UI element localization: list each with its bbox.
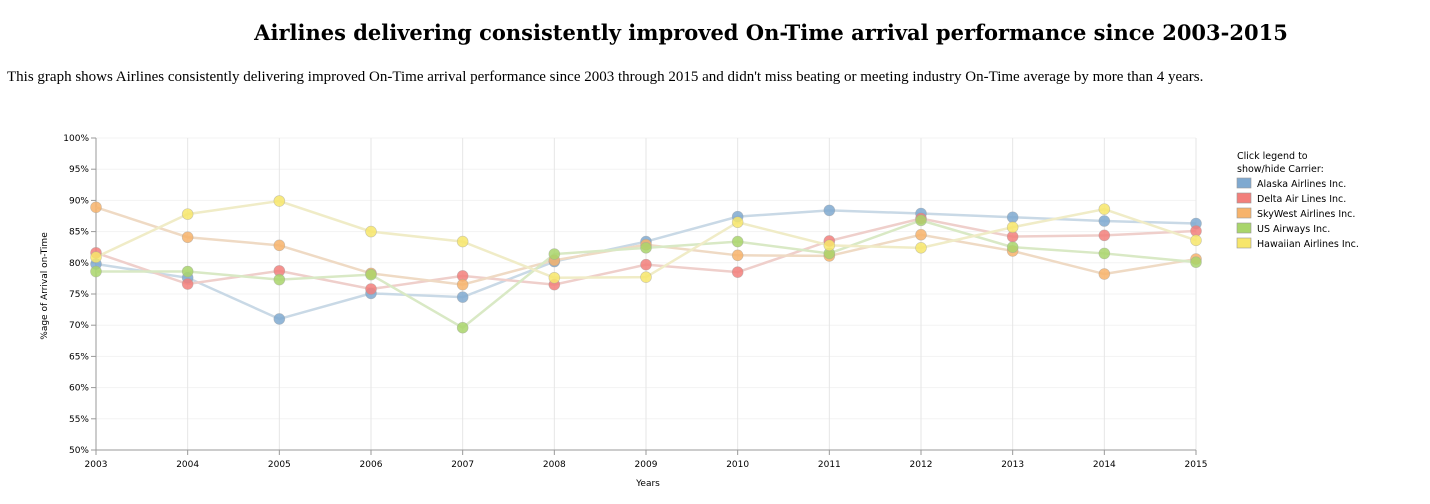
x-tick-label: 2005 — [268, 460, 291, 470]
legend-label[interactable]: US Airways Inc. — [1257, 224, 1330, 235]
data-point[interactable] — [90, 251, 102, 263]
legend-item-delta-air-lines-inc[interactable]: Delta Air Lines Inc. — [1236, 192, 1346, 205]
legend-swatch[interactable] — [1236, 207, 1252, 219]
data-point[interactable] — [365, 268, 377, 281]
data-point[interactable] — [1006, 241, 1019, 253]
data-point[interactable] — [731, 249, 744, 262]
y-axis: 50% 55% 60% 65% 70% 75% 80% 85% 90% 95% 100% — [63, 134, 97, 456]
data-point[interactable] — [273, 195, 286, 207]
legend-swatch[interactable] — [1236, 222, 1252, 234]
x-tick-label: 2011 — [818, 460, 841, 470]
x-tick-label: 2006 — [360, 460, 383, 470]
data-point[interactable] — [1098, 229, 1111, 242]
data-point[interactable] — [273, 313, 286, 325]
data-point[interactable] — [915, 214, 927, 227]
y-tick-label: 50% — [69, 446, 89, 456]
data-point[interactable] — [1190, 234, 1202, 247]
page-description: This graph shows Airlines consistently d… — [7, 69, 1204, 85]
data-point[interactable] — [1098, 268, 1111, 280]
y-tick-label: 55% — [69, 415, 89, 425]
data-point[interactable] — [365, 283, 377, 295]
data-point[interactable] — [181, 231, 194, 244]
series-points-us-airways-inc — [90, 214, 1202, 334]
data-point[interactable] — [1098, 247, 1111, 260]
page-title: Airlines delivering consistently improve… — [254, 20, 1288, 45]
data-point[interactable] — [915, 228, 927, 241]
legend-title-line2: show/hide Carrier: — [1237, 164, 1324, 175]
data-point[interactable] — [1098, 203, 1111, 215]
legend-item-us-airways-inc[interactable]: US Airways Inc. — [1236, 222, 1330, 235]
y-tick-label: 90% — [69, 196, 89, 206]
y-tick-label: 65% — [69, 352, 89, 362]
data-point[interactable] — [273, 273, 286, 286]
y-tick-label: 85% — [69, 228, 89, 238]
legend: Click legend to show/hide Carrier: Alask… — [1236, 151, 1359, 250]
x-tick-label: 2003 — [85, 460, 108, 470]
x-tick-label: 2015 — [1185, 460, 1208, 470]
y-tick-label: 60% — [69, 384, 89, 394]
series-points-hawaiian-airlines-inc — [90, 195, 1202, 284]
x-tick-label: 2012 — [910, 460, 933, 470]
legend-item-hawaiian-airlines-inc[interactable]: Hawaiian Airlines Inc. — [1236, 237, 1359, 250]
y-tick-label: 75% — [69, 290, 89, 300]
x-tick-label: 2013 — [1001, 460, 1024, 470]
data-point[interactable] — [640, 258, 652, 271]
data-point[interactable] — [1098, 215, 1111, 227]
data-point[interactable] — [731, 266, 744, 278]
legend-swatch[interactable] — [1236, 177, 1252, 189]
legend-item-skywest-airlines-inc[interactable]: SkyWest Airlines Inc. — [1236, 207, 1355, 220]
y-tick-label: 95% — [69, 165, 89, 175]
data-point[interactable] — [181, 265, 194, 278]
x-tick-label: 2009 — [635, 460, 658, 470]
legend-item-alaska-airlines-inc[interactable]: Alaska Airlines Inc. — [1236, 177, 1346, 190]
data-point[interactable] — [1006, 211, 1019, 224]
legend-swatch[interactable] — [1236, 192, 1252, 204]
legend-title-line1: Click legend to — [1237, 151, 1308, 162]
data-point[interactable] — [456, 321, 469, 334]
data-point[interactable] — [365, 225, 377, 238]
data-point[interactable] — [1006, 221, 1019, 234]
data-point[interactable] — [90, 201, 102, 214]
data-point[interactable] — [915, 242, 927, 254]
data-point[interactable] — [640, 271, 652, 283]
grid-lines — [95, 137, 1197, 450]
data-point[interactable] — [823, 204, 836, 217]
data-point[interactable] — [548, 271, 561, 284]
x-axis: 2003 2004 2005 2006 2007 2008 2009 2010 2011 2012… — [85, 449, 1208, 470]
y-tick-label: 100% — [63, 134, 89, 144]
data-point[interactable] — [181, 208, 194, 220]
y-tick-label: 70% — [69, 321, 89, 331]
data-point[interactable] — [731, 216, 744, 229]
legend-label[interactable]: Alaska Airlines Inc. — [1257, 179, 1346, 190]
data-point[interactable] — [90, 265, 102, 278]
x-tick-label: 2010 — [726, 460, 749, 470]
data-point[interactable] — [640, 242, 652, 254]
data-point[interactable] — [548, 248, 561, 260]
x-tick-label: 2004 — [176, 460, 199, 470]
y-axis-label: %age of Arrival on-Time — [40, 232, 50, 340]
legend-label[interactable]: Hawaiian Airlines Inc. — [1257, 239, 1359, 250]
x-tick-label: 2008 — [543, 460, 566, 470]
data-point[interactable] — [1190, 256, 1202, 268]
x-tick-label: 2014 — [1093, 460, 1116, 470]
data-point[interactable] — [731, 235, 744, 248]
y-tick-label: 80% — [69, 259, 89, 269]
series-points — [90, 195, 1202, 334]
data-point[interactable] — [456, 291, 469, 303]
data-point[interactable] — [181, 278, 194, 290]
x-tick-label: 2007 — [451, 460, 474, 470]
legend-label[interactable]: Delta Air Lines Inc. — [1257, 194, 1346, 205]
data-point[interactable] — [456, 235, 469, 248]
legend-swatch[interactable] — [1236, 237, 1252, 249]
legend-label[interactable]: SkyWest Airlines Inc. — [1257, 209, 1355, 220]
data-point[interactable] — [823, 239, 836, 252]
data-point[interactable] — [273, 239, 286, 252]
data-point[interactable] — [456, 278, 469, 291]
x-axis-label: Years — [635, 479, 660, 489]
